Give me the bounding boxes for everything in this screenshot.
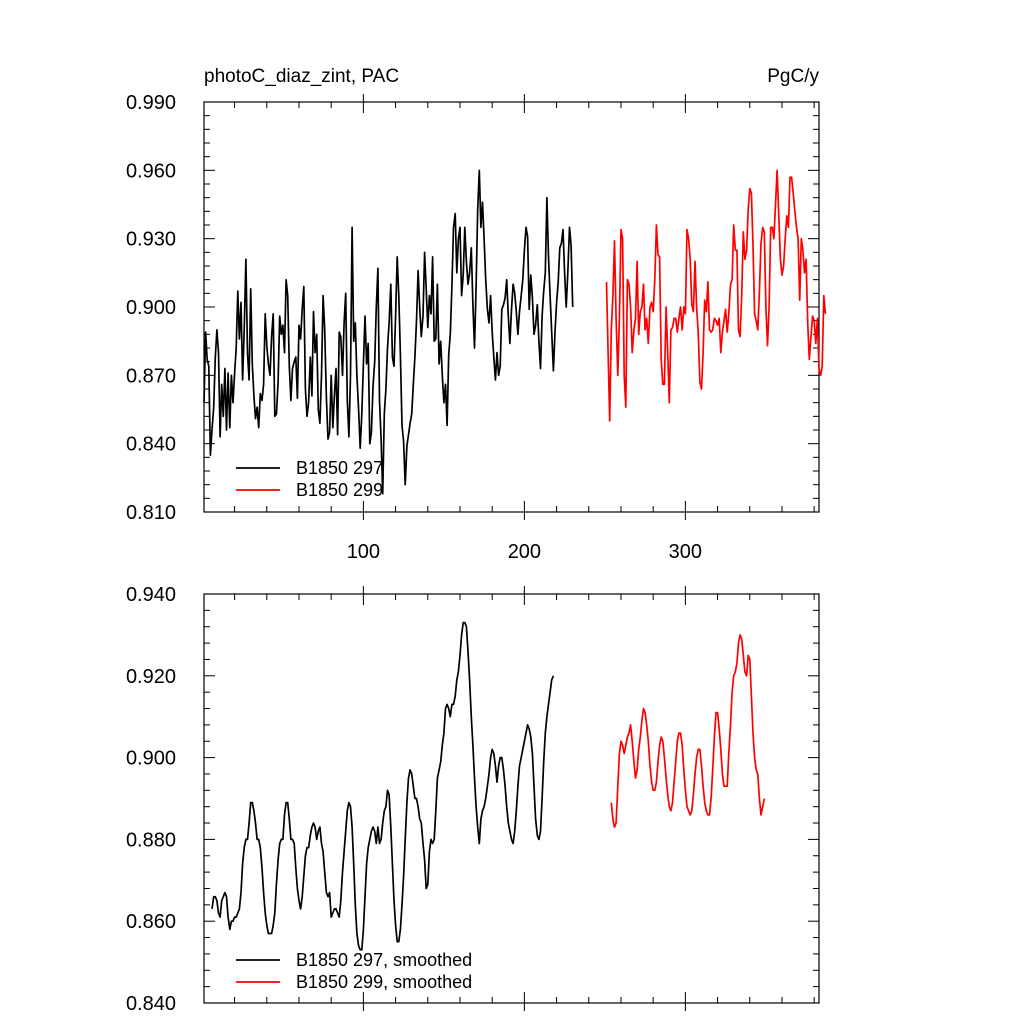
legend-label: B1850 299, smoothed: [296, 972, 472, 992]
y-tick-label: 0.880: [126, 829, 176, 851]
series-line-b1850-297: [203, 169, 574, 495]
x-tick-label: 100: [347, 541, 380, 563]
bottom-chart-panel: 0.840 0.860 0.880 0.900 0.920 0.940 B1850 297,…: [126, 584, 820, 1015]
y-tick-label: 0.960: [126, 160, 176, 182]
y-tick-label: 0.870: [126, 365, 176, 387]
series-line-b1850-297: [211, 621, 555, 951]
y-tick-label: 0.900: [126, 748, 176, 770]
y-tick-label: 0.840: [126, 434, 176, 456]
y-tick-label: 0.840: [126, 993, 176, 1015]
chart-units-label: PgC/y: [767, 66, 819, 87]
y-tick-label: 0.920: [126, 666, 176, 688]
y-tick-label: 0.860: [126, 911, 176, 933]
x-tick-label: 200: [508, 541, 541, 563]
x-tick-label: 300: [669, 541, 702, 563]
y-tick-label: 0.930: [126, 229, 176, 251]
y-tick-label: 0.990: [126, 92, 176, 114]
top-chart-panel: photoC_diaz_zint, PAC PgC/y 0.810 0.840 0.…: [126, 66, 827, 563]
series-line-b1850-299: [610, 634, 766, 828]
y-tick-label: 0.810: [126, 502, 176, 524]
plot-frame: [203, 593, 820, 1004]
legend-label: B1850 297, smoothed: [296, 950, 472, 970]
legend-label: B1850 297: [296, 458, 383, 478]
chart-title-left: photoC_diaz_zint, PAC: [204, 66, 399, 87]
y-tick-label: 0.900: [126, 297, 176, 319]
series-line-b1850-299: [605, 169, 827, 422]
y-tick-label: 0.940: [126, 584, 176, 606]
legend-label: B1850 299: [296, 480, 383, 500]
